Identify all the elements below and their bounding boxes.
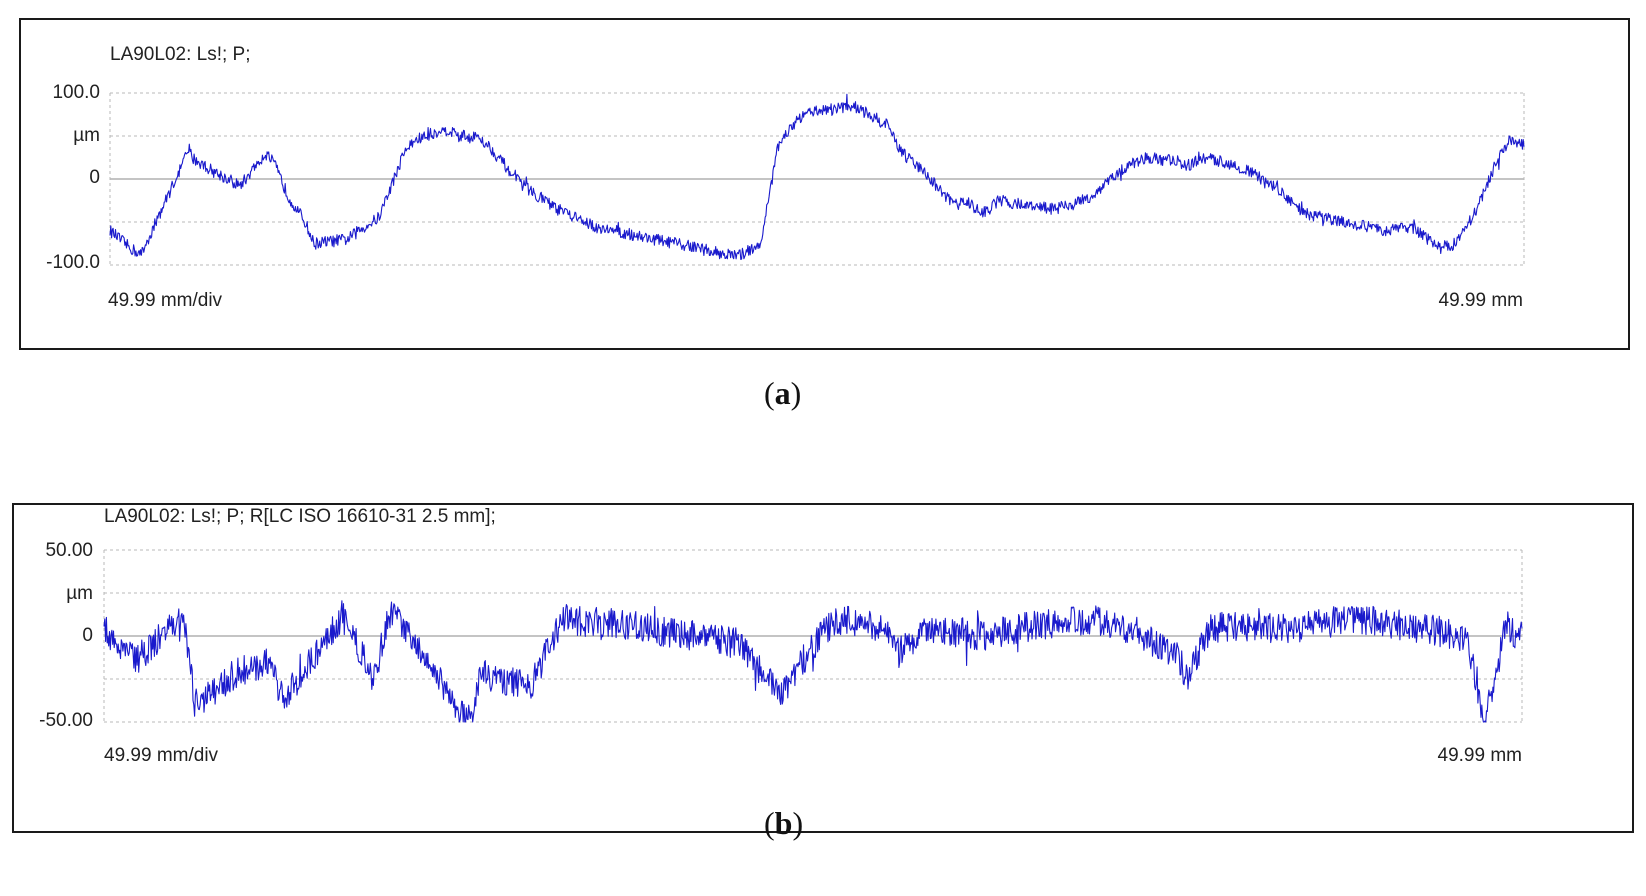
plot-area (109, 92, 1525, 266)
caption-b: (b) (764, 805, 804, 841)
y-tick-label: -50.00 (39, 710, 93, 731)
chart-title: LA90L02: Ls!; P; (110, 44, 251, 65)
x-scale-label: 49.99 mm/div (108, 290, 223, 311)
y-unit-label: µm (66, 583, 93, 604)
y-tick-label: 0 (82, 625, 93, 646)
caption-a: (a) (764, 375, 802, 411)
profile-line (109, 93, 1525, 260)
x-length-label: 49.99 mm (1437, 745, 1522, 766)
y-tick-label: 0 (89, 167, 100, 188)
y-tick-label: -100.0 (46, 252, 100, 273)
x-scale-label: 49.99 mm/div (104, 745, 219, 766)
chart-panel-a: LA90L02: Ls!; P; 100.0 µm 0 -100.0 49.99… (19, 18, 1630, 350)
profile-line (103, 600, 1523, 723)
y-tick-label: 50.00 (45, 540, 93, 561)
chart-title: LA90L02: Ls!; P; R[LC ISO 16610-31 2.5 m… (104, 506, 496, 527)
y-unit-label: µm (73, 125, 100, 146)
x-length-label: 49.99 mm (1438, 290, 1523, 311)
chart-panel-b: LA90L02: Ls!; P; R[LC ISO 16610-31 2.5 m… (12, 503, 1634, 833)
y-tick-label: 100.0 (52, 82, 100, 103)
plot-area (103, 549, 1523, 723)
